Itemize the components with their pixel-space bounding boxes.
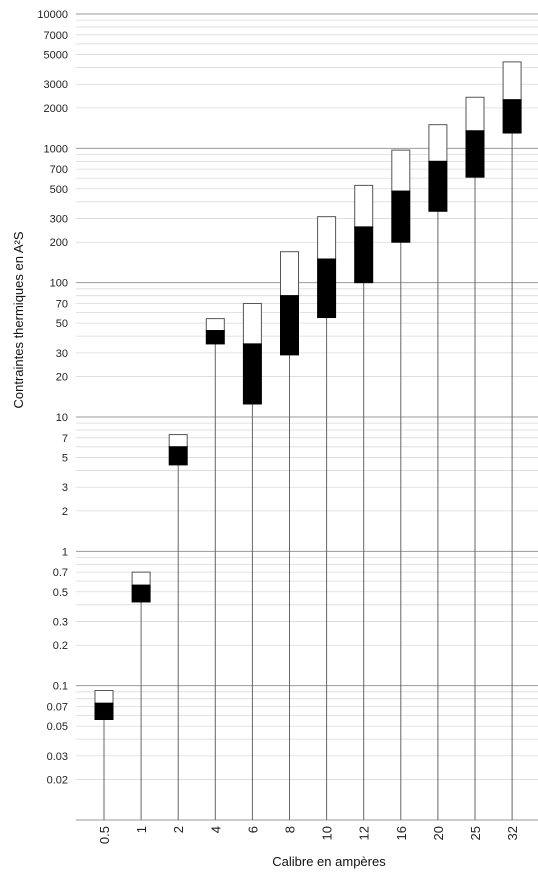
y-tick-label: 3 <box>62 482 68 494</box>
x-tick-label: 32 <box>505 826 520 840</box>
x-tick-label: 8 <box>283 826 298 833</box>
y-tick-label: 1000 <box>44 143 68 155</box>
bar-upper-segment <box>168 434 188 448</box>
bar-lower-segment <box>280 295 299 356</box>
y-tick-label: 0.07 <box>47 701 68 713</box>
x-tick-label: 4 <box>208 826 223 833</box>
grid-lines <box>76 13 538 821</box>
bar-lower-segment <box>428 160 448 212</box>
y-tick-label: 500 <box>50 184 68 196</box>
bar-lower-segment <box>205 330 225 345</box>
y-tick-label: 0.5 <box>53 587 68 599</box>
x-tick-label: 0.5 <box>97 826 112 844</box>
bar-upper-segment <box>428 124 448 162</box>
y-tick-label: 5000 <box>44 49 68 61</box>
y-tick-label: 0.02 <box>47 775 68 787</box>
bar-lower-segment <box>465 130 485 178</box>
y-tick-label: 300 <box>50 214 68 226</box>
bar-lower-segment <box>242 343 262 405</box>
y-tick-label: 700 <box>50 164 68 176</box>
bar-lower-segment <box>502 99 522 134</box>
bar-upper-segment <box>131 571 151 586</box>
x-tick-label: 10 <box>320 826 335 840</box>
bar-upper-segment <box>317 216 337 260</box>
x-tick-label: 16 <box>394 826 409 840</box>
bar-upper-segment <box>391 149 411 192</box>
y-tick-label: 0.1 <box>53 681 68 693</box>
bar-lower-segment <box>168 446 188 466</box>
y-tick-label: 2 <box>62 506 68 518</box>
y-tick-label: 200 <box>50 237 68 249</box>
y-axis-tick-labels: 1000070005000300020001000700500300200100… <box>37 9 68 787</box>
bar-lower-segment <box>354 226 374 284</box>
bar-upper-segment <box>354 184 374 228</box>
bar-lower-segment <box>131 584 151 603</box>
y-axis-title: Contraintes thermiques en A²S <box>11 231 26 408</box>
y-tick-label: 10 <box>56 412 68 424</box>
y-tick-label: 0.03 <box>47 751 68 763</box>
stems <box>103 133 513 820</box>
x-tick-label: 25 <box>468 826 483 840</box>
bar-lower-segment <box>317 258 337 319</box>
y-tick-label: 0.2 <box>53 640 68 652</box>
y-tick-label: 10000 <box>37 9 68 21</box>
x-axis-tick-labels: 0.5 1 2 4 6 8 10 12 16 20 25 32 <box>97 826 520 844</box>
y-tick-label: 7000 <box>44 30 68 42</box>
y-tick-label: 2000 <box>44 103 68 115</box>
y-tick-label: 30 <box>56 348 68 360</box>
x-tick-label: 12 <box>357 826 372 840</box>
y-tick-label: 0.05 <box>47 721 68 733</box>
x-tick-label: 6 <box>245 826 260 833</box>
y-tick-label: 100 <box>50 278 68 290</box>
bar-upper-segment <box>280 251 299 297</box>
y-tick-label: 1 <box>62 546 68 558</box>
y-tick-label: 0.3 <box>53 617 68 629</box>
y-tick-label: 3000 <box>44 79 68 91</box>
x-tick-label: 2 <box>171 826 186 833</box>
y-tick-label: 20 <box>56 372 68 384</box>
y-tick-label: 70 <box>56 298 68 310</box>
y-tick-label: 7 <box>62 433 68 445</box>
bar-upper-segment <box>242 302 262 345</box>
y-tick-label: 5 <box>62 452 68 464</box>
bar-upper-segment <box>94 690 114 704</box>
y-tick-label: 0.7 <box>53 567 68 579</box>
bar-lower-segment <box>391 190 411 243</box>
bar-upper-segment <box>465 96 485 132</box>
x-tick-label: 20 <box>431 826 446 840</box>
bar-lower-segment <box>94 702 114 720</box>
x-axis-title: Calibre en ampères <box>272 854 386 869</box>
range-bars <box>94 61 522 720</box>
y-tick-label: 50 <box>56 318 68 330</box>
x-tick-label: 1 <box>134 826 149 833</box>
bar-upper-segment <box>502 61 522 101</box>
bar-upper-segment <box>205 318 225 332</box>
